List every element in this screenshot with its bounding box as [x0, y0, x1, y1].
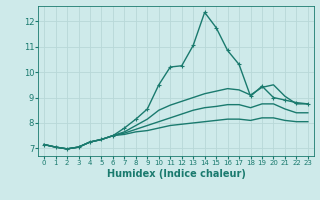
X-axis label: Humidex (Indice chaleur): Humidex (Indice chaleur) — [107, 169, 245, 179]
